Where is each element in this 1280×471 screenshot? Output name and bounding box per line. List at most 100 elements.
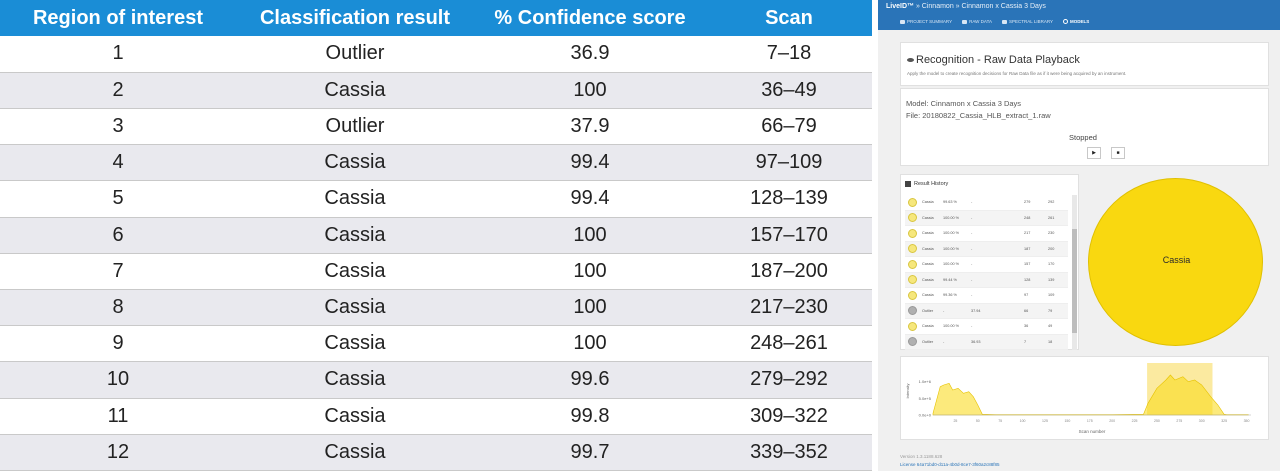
- intensity-area: [932, 374, 1249, 416]
- table-row: 9 Cassia 100 248–261: [0, 325, 872, 363]
- history-percent: 100.00 %: [943, 262, 960, 267]
- history-score: -: [971, 293, 973, 298]
- file-name: File: 20180822_Cassia_HLB_extract_1.raw: [906, 111, 1051, 120]
- breadcrumb-path[interactable]: » Cinnamon » Cinnamon x Cassia 3 Days: [915, 3, 1046, 10]
- table-body: 1 Outlier 36.9 7–18 2 Cassia 100 36–49 3 Outlier 3…: [0, 36, 872, 471]
- scrollbar-thumb[interactable]: [1072, 229, 1077, 333]
- history-score: -: [971, 200, 973, 205]
- x-tick-label: 75: [998, 419, 1002, 423]
- playback-panel: Model: Cinnamon x Cassia 3 Days File: 20…: [900, 88, 1269, 166]
- cell-region: 12: [0, 434, 236, 471]
- history-row[interactable]: Cassia 100.00 % - 187 200: [905, 241, 1068, 257]
- history-scan-start: 248: [1024, 215, 1031, 220]
- x-tick-label: 200: [1109, 419, 1115, 423]
- cell-confidence: 100: [474, 253, 706, 290]
- tab-raw-data[interactable]: RAW DATA: [962, 19, 992, 24]
- history-score: -: [971, 324, 973, 329]
- result-history-list: Cassia 99.63 % - 279 292 Cassia 100.00 % - 248 26…: [905, 195, 1068, 350]
- history-scan-start: 187: [1024, 246, 1031, 251]
- history-scan-end: 292: [1048, 200, 1055, 205]
- history-scrollbar[interactable]: [1072, 195, 1077, 350]
- panel-title: Recognition - Raw Data Playback: [916, 54, 1080, 66]
- recognition-panel: Recognition - Raw Data Playback Apply th…: [900, 42, 1269, 86]
- table-row: 5 Cassia 99.4 128–139: [0, 180, 872, 218]
- stop-button[interactable]: ■: [1111, 147, 1125, 159]
- class-color-icon: [908, 213, 917, 223]
- tab-label: PROJECT SUMMARY: [907, 19, 953, 24]
- cell-scan: 36–49: [706, 72, 872, 109]
- history-class: Cassia: [922, 246, 934, 251]
- history-row[interactable]: Cassia 100.00 % - 248 261: [905, 210, 1068, 226]
- history-class: Cassia: [922, 324, 934, 329]
- history-scan-start: 279: [1024, 200, 1031, 205]
- cell-classification: Cassia: [236, 361, 474, 399]
- class-color-icon: [908, 228, 917, 238]
- cell-scan: 128–139: [706, 180, 872, 218]
- brand-logo[interactable]: LiveID™: [886, 3, 915, 10]
- history-class: Cassia: [922, 262, 934, 267]
- pie-label: Cassia: [1162, 255, 1191, 265]
- tab-label: RAW DATA: [969, 19, 993, 24]
- eye-icon: [907, 58, 914, 62]
- cell-confidence: 99.4: [474, 144, 706, 182]
- history-row[interactable]: Cassia 100.00 % - 157 170: [905, 257, 1068, 273]
- class-color-icon: [908, 259, 917, 269]
- history-score: -: [971, 262, 973, 267]
- play-button[interactable]: ▶: [1087, 147, 1101, 159]
- history-percent: 100.00 %: [943, 231, 960, 236]
- y-axis-label: Intensity: [905, 384, 910, 399]
- history-row[interactable]: Outlier - 36.93 7 18: [905, 334, 1068, 350]
- history-class: Cassia: [922, 293, 934, 298]
- cell-scan: 217–230: [706, 289, 872, 327]
- cell-confidence: 37.9: [474, 108, 706, 146]
- tab-models[interactable]: MODELS: [1063, 19, 1089, 24]
- x-tick-label: 150: [1064, 419, 1070, 423]
- history-scan-start: 7: [1024, 339, 1027, 344]
- cell-confidence: 99.7: [474, 434, 706, 471]
- history-score: 37.94: [971, 308, 981, 313]
- cell-classification: Cassia: [236, 289, 474, 327]
- x-tick-label: 50: [976, 419, 980, 423]
- history-score: -: [971, 231, 973, 236]
- cell-region: 2: [0, 72, 236, 109]
- history-row[interactable]: Cassia 99.36 % - 97 109: [905, 288, 1068, 304]
- class-color-icon: [908, 275, 917, 285]
- history-scan-end: 170: [1048, 262, 1055, 267]
- result-history-panel: Result History Cassia 99.63 % -279 292 Cassi…: [900, 174, 1079, 350]
- history-score: -: [971, 246, 973, 251]
- spectrum-icon: [1002, 19, 1008, 24]
- stop-icon: ■: [1116, 150, 1120, 156]
- history-row[interactable]: Cassia 99.44 % - 128 139: [905, 272, 1068, 288]
- history-row[interactable]: Cassia 99.63 % - 279 292: [905, 195, 1068, 211]
- table-row: 8 Cassia 100 217–230: [0, 289, 872, 327]
- breadcrumb: LiveID™ » Cinnamon » Cinnamon x Cassia 3…: [886, 3, 1046, 10]
- class-color-icon: [908, 306, 917, 316]
- raw-data-icon: [962, 19, 968, 24]
- cell-scan: 309–322: [706, 398, 872, 435]
- cell-classification: Cassia: [236, 217, 474, 254]
- class-color-icon: [908, 337, 917, 347]
- history-icon: [905, 181, 911, 187]
- history-scan-end: 109: [1048, 293, 1055, 298]
- history-percent: -: [943, 339, 945, 344]
- x-tick-label: 125: [1042, 419, 1048, 423]
- license-link[interactable]: License 64a71bd0-d11a-4b0d-8ce7-3f60a2c8…: [900, 462, 1000, 467]
- cell-region: 5: [0, 180, 236, 218]
- history-class: Outlier: [922, 308, 934, 313]
- cell-region: 7: [0, 253, 236, 290]
- history-row[interactable]: Cassia 100.00 % - 36 49: [905, 319, 1068, 335]
- cell-region: 11: [0, 398, 236, 435]
- x-tick-label: 250: [1154, 419, 1160, 423]
- cell-region: 1: [0, 36, 236, 73]
- tab-project-summary[interactable]: PROJECT SUMMARY: [900, 19, 952, 24]
- history-percent: -: [943, 308, 945, 313]
- cell-scan: 7–18: [706, 36, 872, 73]
- y-tick-label: 5.0e+5: [919, 396, 932, 401]
- tab-spectral-library[interactable]: SPECTRAL LIBRARY: [1002, 19, 1053, 24]
- history-row[interactable]: Cassia 100.00 % - 217 230: [905, 226, 1068, 242]
- cell-region: 3: [0, 108, 236, 146]
- history-row[interactable]: Outlier - 37.94 66 79: [905, 303, 1068, 319]
- cell-classification: Cassia: [236, 72, 474, 109]
- cell-confidence: 99.6: [474, 361, 706, 399]
- liveid-app-window: LiveID™ » Cinnamon » Cinnamon x Cassia 3…: [878, 0, 1280, 471]
